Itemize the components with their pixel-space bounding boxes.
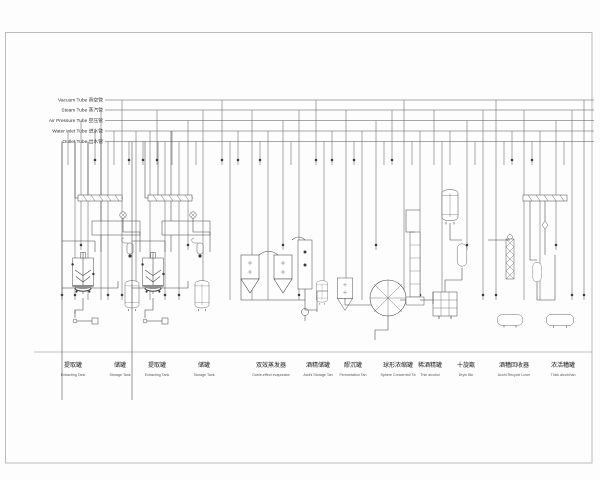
svg-text:Ouble-effect evaporator: Ouble-effect evaporator	[252, 373, 290, 377]
svg-text:Extracting Tank: Extracting Tank	[61, 373, 86, 377]
svg-text:浓活糟罐: 浓活糟罐	[551, 361, 575, 369]
svg-text:储罐: 储罐	[198, 361, 210, 369]
svg-text:Outlet Tube 出水管: Outlet Tube 出水管	[62, 138, 103, 145]
svg-text:Ferrmetation Tan: Ferrmetation Tan	[339, 373, 366, 377]
svg-text:Acohl Storage Tan: Acohl Storage Tan	[303, 373, 332, 377]
svg-text:储罐: 储罐	[114, 361, 126, 369]
svg-text:提取罐: 提取罐	[64, 361, 82, 369]
svg-text:Steam Tube 蒸汽管: Steam Tube 蒸汽管	[61, 107, 103, 114]
svg-text:Sphere Concerntor Ta: Sphere Concerntor Ta	[380, 373, 415, 377]
svg-text:Acohl Recycle Lover: Acohl Recycle Lover	[498, 373, 532, 377]
svg-text:Extracting Tank: Extracting Tank	[145, 373, 170, 377]
svg-text:Thin alcohol: Thin alcohol	[420, 373, 440, 377]
svg-text:十旋甑: 十旋甑	[457, 361, 475, 369]
svg-text:球形浓缩罐: 球形浓缩罐	[383, 361, 413, 369]
svg-text:稀酒精罐: 稀酒精罐	[418, 361, 442, 369]
svg-text:Air Pressure Tube 空压管: Air Pressure Tube 空压管	[49, 117, 103, 124]
svg-text:Storage Tank: Storage Tank	[109, 373, 130, 377]
svg-text:醪沉罐: 醪沉罐	[344, 361, 362, 369]
svg-text:Storage Tank: Storage Tank	[193, 373, 214, 377]
svg-text:Thick alcohl tan: Thick alcohl tan	[551, 373, 576, 377]
svg-text:Water Inlet Tube 进水管: Water Inlet Tube 进水管	[52, 128, 103, 135]
svg-text:酒糟回收器: 酒糟回收器	[499, 361, 529, 369]
svg-text:双效蒸发器: 双效蒸发器	[256, 361, 286, 369]
svg-text:Dryin Bin: Dryin Bin	[459, 373, 474, 377]
svg-text:Vacuum Tube 真空管: Vacuum Tube 真空管	[58, 97, 103, 104]
svg-text:酒精储罐: 酒精储罐	[306, 361, 330, 369]
svg-text:提取罐: 提取罐	[148, 361, 166, 369]
